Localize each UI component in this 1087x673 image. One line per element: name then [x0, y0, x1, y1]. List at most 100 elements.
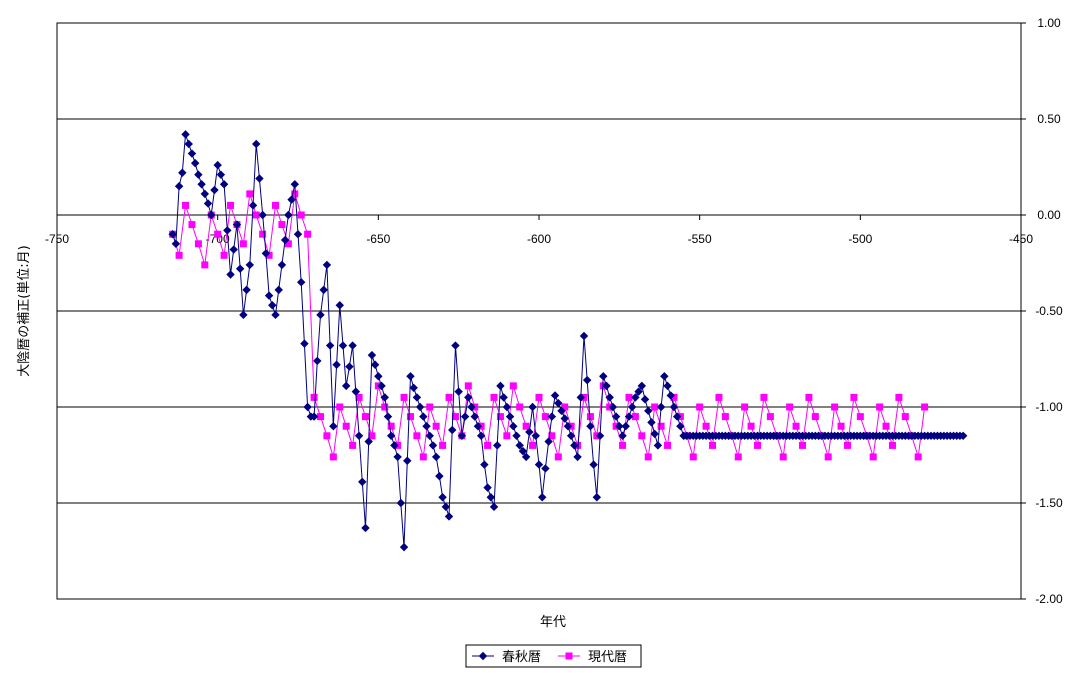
data-point [419, 453, 427, 461]
y-tick-label: 0.00 [1037, 208, 1061, 222]
data-point [227, 201, 235, 209]
series-chunqiu [168, 130, 968, 552]
y-tick-label: 1.00 [1037, 16, 1061, 30]
data-point [428, 441, 438, 450]
data-point [624, 412, 634, 421]
data-point [319, 285, 328, 295]
axes: 1.00 0.50 0.00 -0.50 -1.00 -1.50 -2.00 -750 -700… [45, 16, 1063, 606]
data-point [657, 422, 665, 430]
data-point [261, 249, 271, 258]
data-point [444, 512, 454, 521]
data-point [798, 441, 806, 449]
data-point [515, 441, 524, 450]
data-point [203, 199, 213, 208]
data-point [554, 398, 563, 408]
data-point [876, 403, 884, 411]
x-axis-title: 年代 [540, 615, 566, 630]
data-point [631, 393, 640, 402]
data-point [605, 393, 614, 402]
data-point [380, 393, 389, 402]
data-point [386, 431, 396, 441]
data-point [493, 441, 502, 450]
data-point [792, 422, 800, 430]
data-point [470, 412, 479, 421]
data-point [171, 239, 181, 249]
data-point [589, 460, 598, 469]
legend-label: 現代暦 [588, 650, 627, 665]
data-point [293, 229, 303, 239]
data-point [570, 441, 579, 450]
data-point [300, 339, 309, 348]
data-point [341, 381, 351, 391]
data-point [595, 431, 605, 441]
data-point [901, 413, 909, 421]
data-point [656, 402, 666, 412]
data-point [406, 372, 415, 381]
data-point [409, 383, 418, 393]
data-point [672, 412, 682, 421]
data-point [582, 375, 592, 385]
data-point [741, 403, 749, 411]
data-point [631, 413, 639, 421]
data-point [473, 421, 483, 431]
data-point [869, 453, 877, 461]
data-point [280, 235, 290, 245]
data-point [235, 264, 245, 273]
data-point [258, 210, 267, 220]
data-point [374, 372, 383, 381]
data-point [425, 431, 434, 441]
data-point [618, 431, 627, 441]
data-point [335, 301, 344, 310]
data-point [566, 431, 576, 441]
data-point [246, 190, 254, 198]
data-point [355, 393, 363, 401]
data-point [638, 432, 646, 440]
data-point [239, 240, 247, 248]
data-point [175, 251, 183, 259]
data-point [451, 341, 460, 350]
data-point [435, 471, 444, 481]
series-modern [169, 190, 929, 461]
data-point [255, 174, 264, 183]
data-point [351, 387, 361, 396]
data-point [184, 139, 193, 149]
data-point [264, 291, 274, 300]
data-point [229, 245, 238, 254]
data-point [496, 413, 504, 421]
data-point [268, 301, 277, 310]
legend-label: 春秋暦 [502, 650, 541, 665]
data-point [310, 393, 318, 401]
data-point [361, 413, 369, 421]
data-point [592, 493, 602, 502]
data-point [611, 412, 621, 421]
x-tick-label: -550 [688, 232, 712, 246]
data-point [190, 158, 200, 168]
data-point [367, 350, 377, 360]
data-point [348, 341, 357, 350]
data-point [201, 261, 209, 269]
data-point [336, 403, 344, 411]
data-point [278, 221, 286, 229]
data-point [422, 421, 431, 431]
data-point [621, 421, 630, 431]
data-point [544, 437, 553, 446]
data-point [349, 441, 357, 449]
data-point [406, 413, 414, 421]
data-point [554, 453, 562, 461]
series-layer [168, 130, 968, 552]
data-point [325, 341, 335, 350]
data-point [850, 393, 858, 401]
data-point [786, 403, 794, 411]
data-point [448, 425, 457, 435]
data-point [309, 412, 319, 421]
data-point [766, 413, 774, 421]
data-point [644, 453, 652, 461]
data-point [419, 412, 428, 421]
data-point [297, 277, 306, 287]
data-point [400, 393, 408, 401]
data-point [345, 362, 354, 371]
x-tick-label: -650 [366, 232, 390, 246]
data-point [438, 493, 447, 502]
legend-item: 春秋暦 [472, 650, 541, 665]
data-point [535, 393, 543, 401]
